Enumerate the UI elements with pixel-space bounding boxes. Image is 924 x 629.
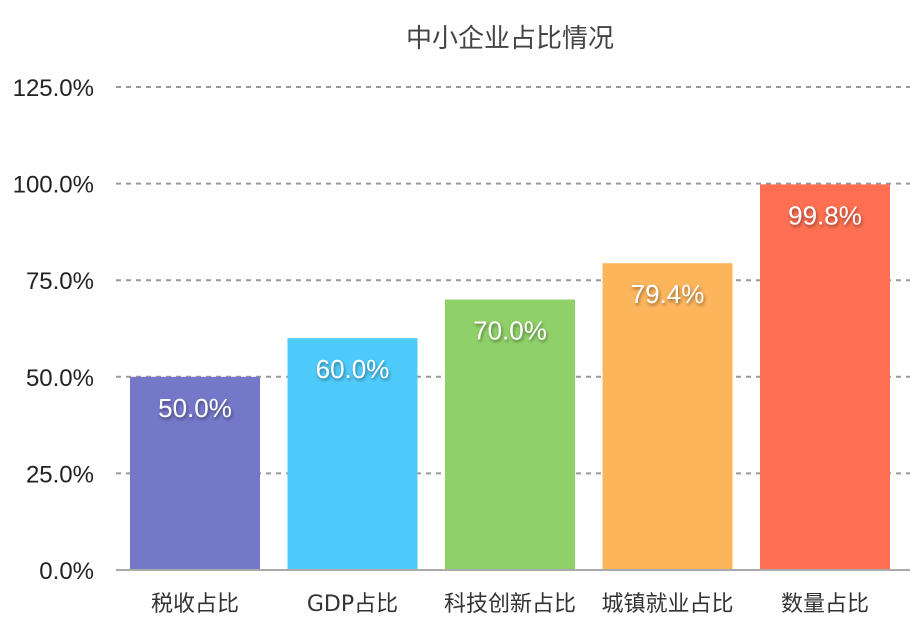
data-label: 79.4% (631, 279, 705, 309)
y-axis-ticks: 0.0% 25.0% 50.0% 75.0% 100.0% 125.0% (13, 75, 94, 585)
data-label: 99.8% (788, 200, 862, 230)
bar (760, 184, 890, 570)
y-tick-label: 100.0% (13, 172, 94, 199)
y-tick-label: 50.0% (26, 365, 94, 392)
data-label: 50.0% (158, 393, 232, 423)
bars (130, 184, 890, 570)
x-axis-ticks: 税收占比 GDP占比 科技创新占比 城镇就业占比 数量占比 (151, 592, 869, 617)
bar (130, 376, 260, 570)
bar (445, 299, 575, 570)
x-tick-label: 城镇就业占比 (601, 592, 733, 617)
data-label: 60.0% (316, 354, 390, 384)
y-tick-label: 75.0% (26, 268, 94, 295)
y-tick-label: 125.0% (13, 75, 94, 102)
data-labels: 50.0% 60.0% 70.0% 79.4% 99.8% (158, 200, 862, 422)
chart-title: 中小企业占比情况 (406, 24, 614, 54)
x-tick-label: 数量占比 (781, 592, 869, 617)
y-tick-label: 0.0% (39, 558, 94, 585)
bar (287, 338, 418, 570)
bar (602, 263, 733, 570)
x-tick-label: 科技创新占比 (444, 592, 576, 617)
x-tick-label: 税收占比 (151, 592, 239, 617)
x-tick-label: GDP占比 (307, 592, 398, 617)
y-tick-label: 25.0% (26, 461, 94, 488)
data-label: 70.0% (473, 316, 547, 346)
